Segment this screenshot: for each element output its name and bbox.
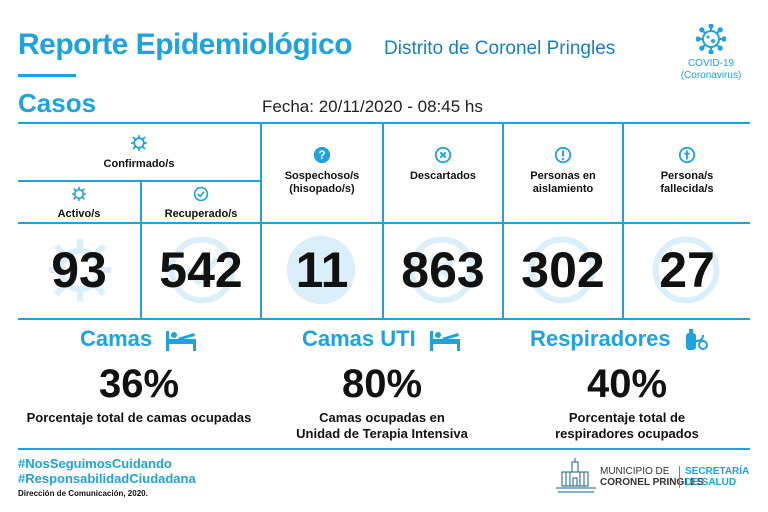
footer-rule	[18, 448, 750, 450]
bed-icon	[429, 331, 460, 352]
confirmed-split-rule	[18, 180, 260, 182]
beds-title: Camas	[80, 326, 200, 353]
respirators-title-text: Respiradores	[530, 326, 671, 351]
check-circle-icon	[193, 186, 209, 202]
municipality-logo: MUNICIPIO DE CORONEL PRINGLES SECRETARÍA…	[552, 456, 752, 500]
respirators-title: Respiradores	[530, 326, 709, 353]
report-date: Fecha: 20/11/2020 - 08:45 hs	[262, 97, 483, 116]
municipality-label: MUNICIPIO DE	[600, 466, 670, 477]
virus-icon	[48, 238, 112, 302]
recovered-header: Recuperado/s	[142, 186, 260, 221]
isolation-count: 302	[521, 242, 605, 298]
isolation-label: Personas en	[530, 170, 596, 182]
discarded-label: Descartados	[409, 170, 477, 182]
isolation-header: Personas en aislamiento	[504, 146, 622, 196]
deceased-sublabel: fallecida/s	[660, 183, 714, 195]
logo-separator	[679, 466, 680, 488]
district-name: Distrito de Coronel Pringles	[384, 38, 616, 59]
bed-icon	[166, 331, 197, 352]
section-title-cases: Casos	[18, 88, 97, 118]
suspected-sublabel: (hisopado/s)	[289, 183, 355, 195]
icu-desc-line1: Camas ocupadas en	[319, 410, 445, 425]
icu-desc: Camas ocupadas en Unidad de Terapia Inte…	[262, 410, 502, 442]
respirators-desc-line2: respiradores ocupados	[555, 426, 699, 441]
confirmed-header: Confirmado/s	[18, 134, 260, 171]
beds-percent: 36%	[98, 362, 180, 406]
municipality-name: CORONEL PRINGLES	[600, 477, 704, 488]
icu-title: Camas UTI	[302, 326, 464, 353]
covid-sublabel: (Coronavirus)	[680, 70, 742, 81]
table-bottom-rule	[18, 318, 750, 320]
question-icon: ?	[313, 146, 331, 164]
suspected-count: 11	[295, 242, 349, 298]
hashtag-2: #ResponsabilidadCiudadana	[18, 471, 196, 486]
suspected-header: ? Sospechoso/s (hisopado/s)	[262, 146, 382, 196]
icu-title-text: Camas UTI	[302, 326, 416, 351]
beds-title-text: Camas	[80, 326, 153, 351]
beds-desc-line1: Porcentaje total de camas ocupadas	[26, 410, 252, 425]
respirator-icon	[685, 329, 708, 351]
recovered-label: Recuperado/s	[164, 208, 238, 220]
check-circle-icon	[168, 236, 236, 304]
recovered-count: 542	[159, 242, 243, 298]
divider	[622, 122, 624, 318]
secretariat-label: SECRETARÍA	[685, 466, 750, 477]
respirators-desc: Porcentaje total de respiradores ocupado…	[504, 410, 750, 442]
x-circle-icon	[408, 236, 476, 304]
respirators-percent: 40%	[586, 362, 668, 406]
svg-text:?: ?	[318, 149, 325, 162]
discarded-header: Descartados	[384, 146, 502, 183]
discarded-count: 863	[401, 242, 485, 298]
covid-label: COVID-19	[687, 58, 735, 69]
beds-desc: Porcentaje total de camas ocupadas	[18, 410, 260, 426]
divider	[382, 122, 384, 318]
virus-icon	[72, 187, 86, 201]
page-title: Reporte Epidemiológico	[18, 28, 353, 61]
confirmed-label: Confirmado/s	[103, 158, 175, 170]
hashtag-1: #NosSeguimosCuidando	[18, 456, 172, 471]
divider	[140, 180, 142, 318]
virus-icon	[131, 135, 147, 151]
header-bottom-rule	[18, 222, 750, 224]
cross-icon	[678, 146, 696, 164]
covid-badge: COVID-19 (Coronavirus)	[668, 24, 754, 82]
deceased-header: Persona/s fallecida/s	[624, 146, 750, 196]
deceased-count: 27	[659, 242, 715, 298]
respirators-desc-line1: Porcentaje total de	[568, 410, 686, 425]
table-top-rule	[18, 122, 750, 124]
active-header: Activo/s	[18, 186, 140, 221]
icu-desc-line2: Unidad de Terapia Intensiva	[296, 426, 468, 441]
question-icon	[286, 235, 356, 305]
icu-percent: 80%	[341, 362, 423, 406]
building-icon	[556, 458, 596, 493]
virus-icon	[696, 24, 726, 54]
active-label: Activo/s	[57, 208, 101, 220]
divider	[260, 122, 262, 318]
cross-icon	[652, 236, 720, 304]
isolation-sublabel: aislamiento	[532, 183, 594, 195]
suspected-label: Sospechoso/s	[284, 170, 360, 182]
exclamation-icon	[528, 236, 596, 304]
deceased-label: Persona/s	[660, 170, 714, 182]
divider	[502, 122, 504, 318]
credit-text: Dirección de Comunicación, 2020.	[18, 489, 148, 498]
x-circle-icon	[434, 146, 452, 164]
title-underline	[18, 74, 76, 77]
secretariat-name: DE SALUD	[685, 477, 737, 488]
active-count: 93	[51, 242, 107, 298]
exclamation-icon	[554, 146, 572, 164]
